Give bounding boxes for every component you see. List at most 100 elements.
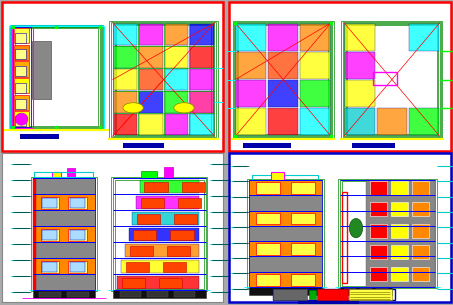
Bar [120, 291, 140, 297]
Bar [167, 246, 190, 256]
Bar [115, 180, 204, 289]
Bar [370, 203, 387, 216]
Bar [33, 194, 95, 210]
Bar [243, 143, 291, 148]
Bar [252, 174, 318, 180]
Bar [43, 198, 58, 208]
Bar [366, 180, 435, 287]
Bar [391, 181, 409, 195]
Bar [370, 181, 387, 195]
Bar [236, 23, 331, 136]
Bar [238, 25, 328, 134]
Bar [132, 212, 199, 225]
Bar [113, 290, 206, 298]
Bar [9, 26, 104, 129]
Bar [147, 291, 168, 297]
Bar [300, 52, 330, 79]
Ellipse shape [349, 218, 363, 238]
Bar [256, 182, 280, 194]
Bar [33, 178, 36, 290]
Bar [41, 260, 59, 272]
Bar [123, 143, 164, 148]
Bar [140, 170, 157, 178]
Bar [345, 52, 375, 79]
Bar [33, 226, 95, 242]
Bar [137, 214, 160, 224]
Bar [249, 195, 322, 210]
Bar [52, 172, 61, 178]
Bar [114, 69, 137, 90]
Bar [139, 92, 163, 113]
Bar [338, 179, 437, 288]
Bar [352, 143, 395, 148]
Bar [391, 245, 409, 259]
Bar [70, 262, 85, 272]
Bar [136, 196, 199, 209]
Bar [345, 80, 375, 107]
Bar [251, 181, 320, 286]
Bar [249, 241, 322, 257]
Bar [256, 243, 280, 255]
Bar [300, 80, 330, 107]
Bar [14, 78, 29, 93]
Bar [174, 214, 198, 224]
Bar [33, 258, 95, 274]
Bar [190, 69, 213, 90]
Bar [234, 22, 332, 137]
Bar [340, 180, 435, 287]
Bar [268, 80, 298, 107]
Bar [344, 23, 440, 136]
Bar [373, 72, 397, 85]
Ellipse shape [123, 103, 143, 113]
Bar [67, 292, 89, 297]
Bar [15, 99, 26, 109]
Bar [111, 177, 207, 291]
Bar [121, 260, 199, 273]
Bar [39, 292, 61, 297]
Bar [41, 229, 59, 241]
Bar [12, 27, 101, 128]
Bar [249, 210, 322, 226]
Bar [229, 2, 451, 151]
Bar [14, 28, 98, 126]
Bar [43, 262, 58, 272]
Bar [412, 267, 429, 281]
Bar [130, 246, 153, 256]
Bar [249, 287, 322, 295]
Bar [159, 278, 183, 288]
Bar [340, 287, 392, 295]
Bar [412, 224, 429, 238]
Bar [412, 181, 429, 195]
Bar [68, 260, 87, 272]
Bar [236, 80, 266, 107]
Bar [249, 180, 322, 287]
Bar [13, 27, 100, 127]
Bar [20, 134, 59, 139]
Bar [15, 33, 26, 43]
Bar [298, 301, 359, 304]
Bar [291, 182, 315, 194]
Bar [113, 23, 214, 136]
Bar [174, 291, 194, 297]
Bar [33, 210, 95, 226]
Bar [68, 197, 87, 209]
Bar [268, 23, 298, 51]
Bar [70, 230, 85, 240]
Bar [113, 23, 214, 136]
Bar [13, 27, 31, 127]
Bar [236, 108, 266, 135]
Bar [13, 27, 100, 127]
Bar [300, 108, 330, 135]
Bar [115, 24, 212, 135]
Bar [291, 274, 315, 285]
Bar [125, 244, 199, 257]
Bar [340, 180, 435, 287]
Bar [33, 242, 95, 258]
Bar [345, 108, 375, 135]
Bar [342, 21, 442, 138]
Bar [317, 289, 347, 300]
Bar [15, 66, 26, 76]
Bar [343, 22, 441, 137]
Bar [249, 180, 322, 287]
Bar [139, 114, 163, 135]
